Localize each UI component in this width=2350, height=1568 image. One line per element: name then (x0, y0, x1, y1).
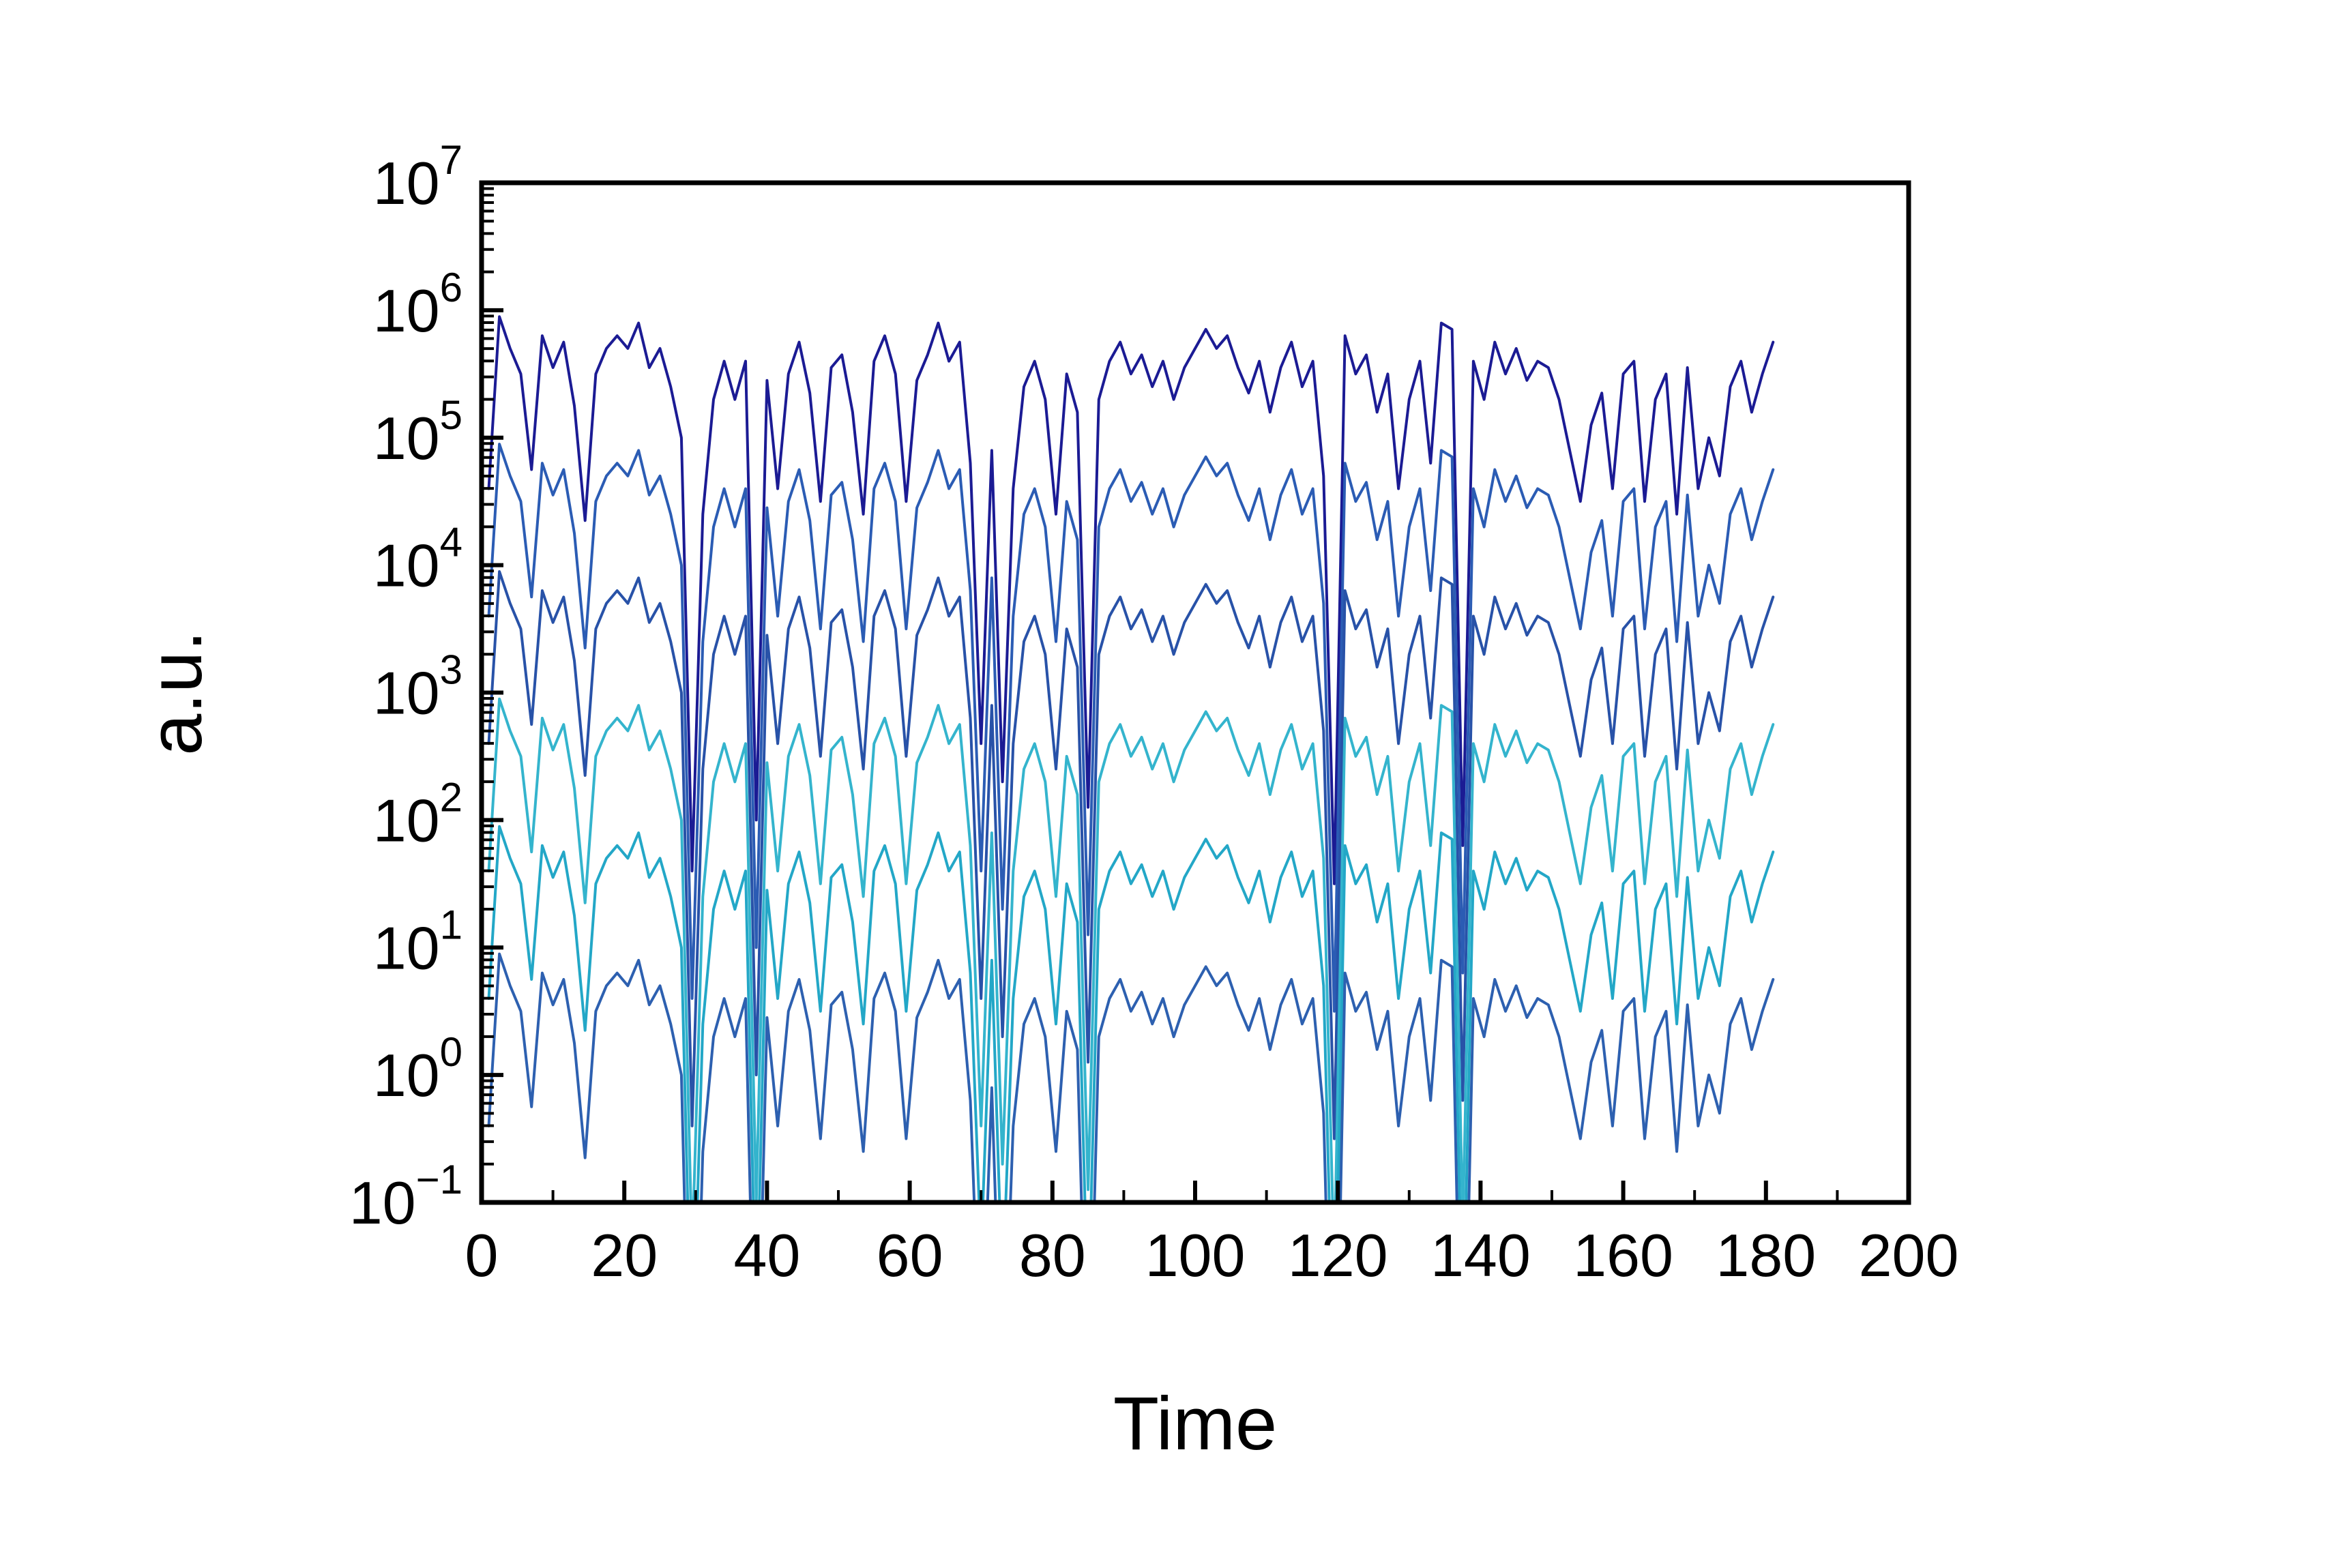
x-tick-label: 160 (1573, 1222, 1673, 1289)
x-tick-label: 140 (1430, 1222, 1531, 1289)
y-tick-label: 102 (373, 774, 462, 854)
x-tick-label: 180 (1716, 1222, 1816, 1289)
y-tick-label: 107 (373, 137, 462, 217)
y-tick-label: 10−1 (349, 1157, 462, 1237)
y-tick-label: 103 (373, 647, 462, 727)
x-tick-label: 40 (733, 1222, 800, 1289)
series-trace-4 (487, 697, 1775, 1202)
series-trace-3 (487, 570, 1775, 1140)
x-axis-label: Time (1113, 1382, 1277, 1466)
x-tick-label: 120 (1288, 1222, 1388, 1289)
x-tick-label: 0 (465, 1222, 499, 1289)
x-tick-label: 20 (591, 1222, 658, 1289)
series-trace-6 (487, 952, 1775, 1202)
series-layer (487, 315, 1775, 1202)
x-tick-label: 80 (1019, 1222, 1086, 1289)
axis-layer (479, 180, 1911, 1205)
x-tick-label: 100 (1145, 1222, 1246, 1289)
series-trace-2 (487, 443, 1775, 1013)
y-tick-label: 104 (373, 520, 462, 600)
series-trace-5 (487, 825, 1775, 1202)
series-trace-1 (487, 315, 1775, 885)
x-tick-label: 200 (1859, 1222, 1959, 1289)
y-tick-label: 105 (373, 392, 462, 472)
y-axis-label: a.u. (134, 630, 218, 755)
y-tick-label: 106 (373, 265, 462, 344)
y-tick-label: 100 (373, 1029, 462, 1109)
tick-label-layer: 0 20 40 60 80 100 120 140 160 180 200 10−1 100 101 102… (349, 137, 1959, 1289)
x-tick-label: 60 (877, 1222, 943, 1289)
y-tick-label: 101 (373, 902, 462, 981)
